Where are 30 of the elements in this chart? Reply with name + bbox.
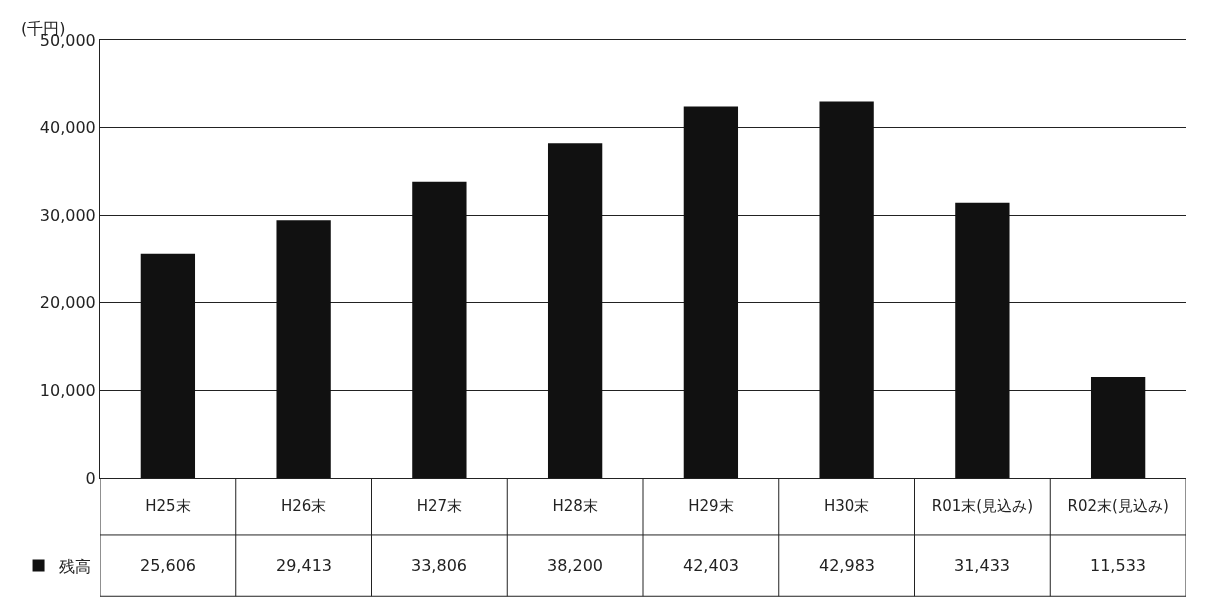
x-tick-label: R02末(見込み) xyxy=(1067,497,1169,515)
bar xyxy=(412,181,467,478)
data-label: 38,200 xyxy=(547,556,603,575)
data-label: 31,433 xyxy=(954,556,1010,575)
y-tick-label: 40,000 xyxy=(39,118,96,138)
bar xyxy=(547,143,603,478)
x-tick-label: H27末 xyxy=(416,497,463,515)
bar xyxy=(819,101,874,478)
x-tick-label: H30末 xyxy=(823,497,870,515)
data-label: 42,403 xyxy=(683,556,739,575)
x-tick-label: H28末 xyxy=(552,497,598,515)
data-label: 33,806 xyxy=(411,556,467,575)
data-label: 29,413 xyxy=(276,556,332,575)
bar xyxy=(1090,376,1146,478)
y-tick-label: 10,000 xyxy=(39,381,96,400)
bar xyxy=(683,106,739,478)
data-label: 11,533 xyxy=(1090,556,1146,575)
y-tick-label: 0 xyxy=(85,468,96,488)
x-tick-label: H25末 xyxy=(145,497,191,515)
legend-label: 残高 xyxy=(58,556,91,576)
data-label: 42,983 xyxy=(819,556,875,575)
bar xyxy=(276,220,331,478)
bar xyxy=(140,253,196,478)
bar xyxy=(955,202,1010,478)
y-tick-label: 30,000 xyxy=(39,205,96,225)
data-label: 25,606 xyxy=(140,556,196,575)
x-tick-label: H29末 xyxy=(688,497,734,515)
x-tick-label: H26末 xyxy=(280,497,327,515)
y-tick-label: 20,000 xyxy=(39,293,96,313)
x-tick-label: R01末(見込み) xyxy=(931,497,1033,515)
